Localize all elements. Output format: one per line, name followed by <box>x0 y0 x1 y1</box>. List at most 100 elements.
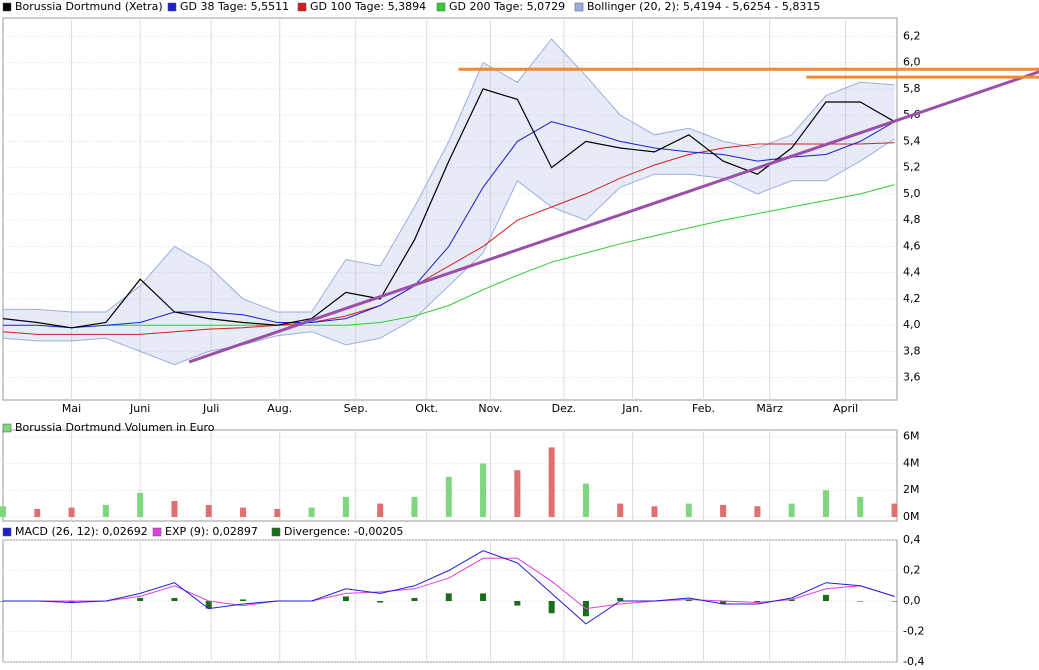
y-tick-label: -0,2 <box>903 625 924 638</box>
volume-bar <box>720 504 727 517</box>
volume-bar <box>34 508 41 517</box>
legend-swatch <box>271 527 281 537</box>
y-tick-label: 2M <box>903 483 920 496</box>
volume-bar <box>514 470 521 517</box>
x-tick-label: Juli <box>202 402 219 415</box>
volume-bar <box>102 504 109 517</box>
panel-frame <box>2 17 898 401</box>
volume-bar <box>857 496 864 517</box>
macd-line <box>3 557 895 610</box>
legend-label: GD 200 Tage: 5,0729 <box>449 0 565 13</box>
y-tick-label: 0,2 <box>903 564 921 577</box>
divergence-bar <box>377 601 384 603</box>
x-tick-label: Feb. <box>692 402 715 415</box>
volume-bar <box>822 490 829 517</box>
legend-swatch <box>436 2 446 12</box>
legend-label: Borussia Dortmund (Xetra) <box>15 0 163 13</box>
y-tick-label: 4,2 <box>903 292 921 305</box>
x-tick-label: Okt. <box>415 402 438 415</box>
y-tick-label: 6,2 <box>903 29 921 42</box>
divergence-bar <box>822 594 829 601</box>
y-tick-label: 0,0 <box>903 594 921 607</box>
divergence-bar <box>137 597 144 601</box>
divergence-bar <box>788 599 795 601</box>
x-tick-label: Jan. <box>621 402 642 415</box>
legend-label: GD 100 Tage: 5,3894 <box>310 0 426 13</box>
volume-bar <box>274 508 281 517</box>
x-tick-label: Nov. <box>478 402 502 415</box>
x-tick-label: März <box>756 402 783 415</box>
trend-line <box>188 70 1039 364</box>
x-tick-label: Dez. <box>552 402 577 415</box>
legend-label: Bollinger (20, 2): 5,4194 - 5,6254 - 5,8… <box>587 0 820 13</box>
divergence-bar <box>68 601 75 603</box>
volume-bar <box>205 504 212 517</box>
volume-bar <box>445 476 452 517</box>
volume-bar <box>582 483 589 517</box>
legend-swatch <box>2 2 12 12</box>
volume-bar <box>0 506 6 517</box>
legend-swatch <box>297 2 307 12</box>
divergence-bar <box>685 599 692 601</box>
volume-bar <box>308 507 315 517</box>
series-line <box>2 88 895 329</box>
panel-frame <box>2 429 898 522</box>
legend-label: EXP (9): 0,02897 <box>165 525 258 538</box>
volume-bar <box>685 503 692 517</box>
legend-swatch <box>2 527 12 537</box>
divergence-bar <box>720 601 727 605</box>
divergence-bar <box>445 593 452 601</box>
bollinger-lower <box>2 138 895 366</box>
y-tick-label: 6,0 <box>903 56 921 69</box>
y-tick-label: 0,4 <box>903 533 921 546</box>
divergence-bar <box>205 601 212 609</box>
legend-swatch <box>2 423 12 433</box>
series-line <box>105 184 895 326</box>
volume-bar <box>377 503 384 517</box>
divergence-bar <box>240 599 247 601</box>
legend-label: Divergence: -0,00205 <box>284 525 403 538</box>
volume-bar <box>548 447 555 517</box>
divergence-bar <box>617 597 624 601</box>
y-tick-label: 3,6 <box>903 371 921 384</box>
y-tick-label: 4,4 <box>903 266 921 279</box>
volume-bar <box>240 507 247 517</box>
volume-bar <box>651 506 658 517</box>
volume-bar <box>754 506 761 517</box>
y-tick-label: 3,8 <box>903 344 921 357</box>
y-tick-label: 4,8 <box>903 213 921 226</box>
volume-bar <box>68 507 75 517</box>
divergence-bar <box>891 601 898 602</box>
volume-bar <box>891 503 898 517</box>
volume-bar <box>171 500 178 517</box>
divergence-bar <box>514 601 521 606</box>
y-tick-label: 4,0 <box>903 318 921 331</box>
y-tick-label: 0M <box>903 510 920 523</box>
divergence-bar <box>342 596 349 601</box>
volume-bar <box>342 496 349 517</box>
y-tick-label: 4M <box>903 456 920 469</box>
x-tick-label: Sep. <box>344 402 368 415</box>
legend-label: MACD (26, 12): 0,02692 <box>15 525 148 538</box>
y-tick-label: 5,8 <box>903 82 921 95</box>
divergence-bar <box>171 597 178 601</box>
divergence-bar <box>411 597 418 601</box>
legend-swatch <box>574 2 584 12</box>
volume-bar <box>788 503 795 517</box>
divergence-bar <box>754 601 761 603</box>
y-tick-label: 4,6 <box>903 239 921 252</box>
series-line <box>2 142 895 335</box>
volume-bar <box>411 496 418 517</box>
x-tick-label: April <box>833 402 858 415</box>
x-tick-label: Mai <box>62 402 81 415</box>
series-line <box>3 121 895 329</box>
legend-label: GD 38 Tage: 5,5511 <box>180 0 289 13</box>
legend-label: Borussia Dortmund Volumen in Euro <box>15 421 215 434</box>
legend-swatch <box>152 527 162 537</box>
volume-bar <box>617 503 624 517</box>
y-tick-label: 6M <box>903 430 920 443</box>
y-tick-label: 5,4 <box>903 134 921 147</box>
y-tick-label: 5,0 <box>903 187 921 200</box>
divergence-bar <box>857 601 864 602</box>
